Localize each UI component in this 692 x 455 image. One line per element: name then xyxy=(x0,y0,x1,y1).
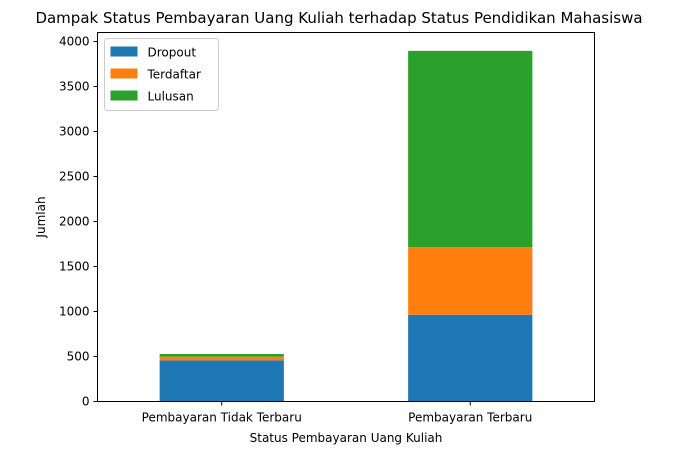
y-tick-label: 3500 xyxy=(59,80,90,94)
chart-title: Dampak Status Pembayaran Uang Kuliah ter… xyxy=(35,9,642,27)
x-tick-label: Pembayaran Tidak Terbaru xyxy=(142,411,302,425)
y-tick-label: 1000 xyxy=(59,305,90,319)
x-axis: Pembayaran Tidak Terbaru Pembayaran Terba… xyxy=(142,401,532,425)
bar-dropout-0 xyxy=(159,360,284,402)
y-tick-label: 2000 xyxy=(59,215,90,229)
y-tick-label: 500 xyxy=(67,350,90,364)
y-tick-label: 2500 xyxy=(59,170,90,184)
x-axis-label: Status Pembayaran Uang Kuliah xyxy=(250,431,443,445)
bar-lulusan-1 xyxy=(408,50,533,248)
y-tick-label: 4000 xyxy=(59,35,90,49)
legend-label-lulusan: Lulusan xyxy=(148,90,194,104)
y-tick-label: 0 xyxy=(82,395,90,409)
legend: Dropout Terdaftar Lulusan xyxy=(104,38,219,111)
y-tick-label: 3000 xyxy=(59,125,90,139)
legend-label-terdaftar: Terdaftar xyxy=(147,68,201,82)
y-axis-label: Jumlah xyxy=(34,196,48,238)
bars-layer xyxy=(159,50,533,402)
y-axis: 0 500 1000 1500 2000 2500 3000 3500 4000 xyxy=(59,35,98,409)
plot-area-frame xyxy=(97,32,595,402)
y-tick-label: 1500 xyxy=(59,260,90,274)
legend-swatch-lulusan xyxy=(110,90,138,101)
legend-swatch-dropout xyxy=(110,46,138,57)
bar-lulusan-0 xyxy=(159,353,284,357)
bar-terdaftar-1 xyxy=(408,247,533,315)
x-tick-label: Pembayaran Terbaru xyxy=(408,411,532,425)
legend-label-dropout: Dropout xyxy=(148,46,197,60)
bar-terdaftar-0 xyxy=(159,356,284,361)
legend-swatch-terdaftar xyxy=(110,68,138,79)
bar-dropout-1 xyxy=(408,314,533,402)
